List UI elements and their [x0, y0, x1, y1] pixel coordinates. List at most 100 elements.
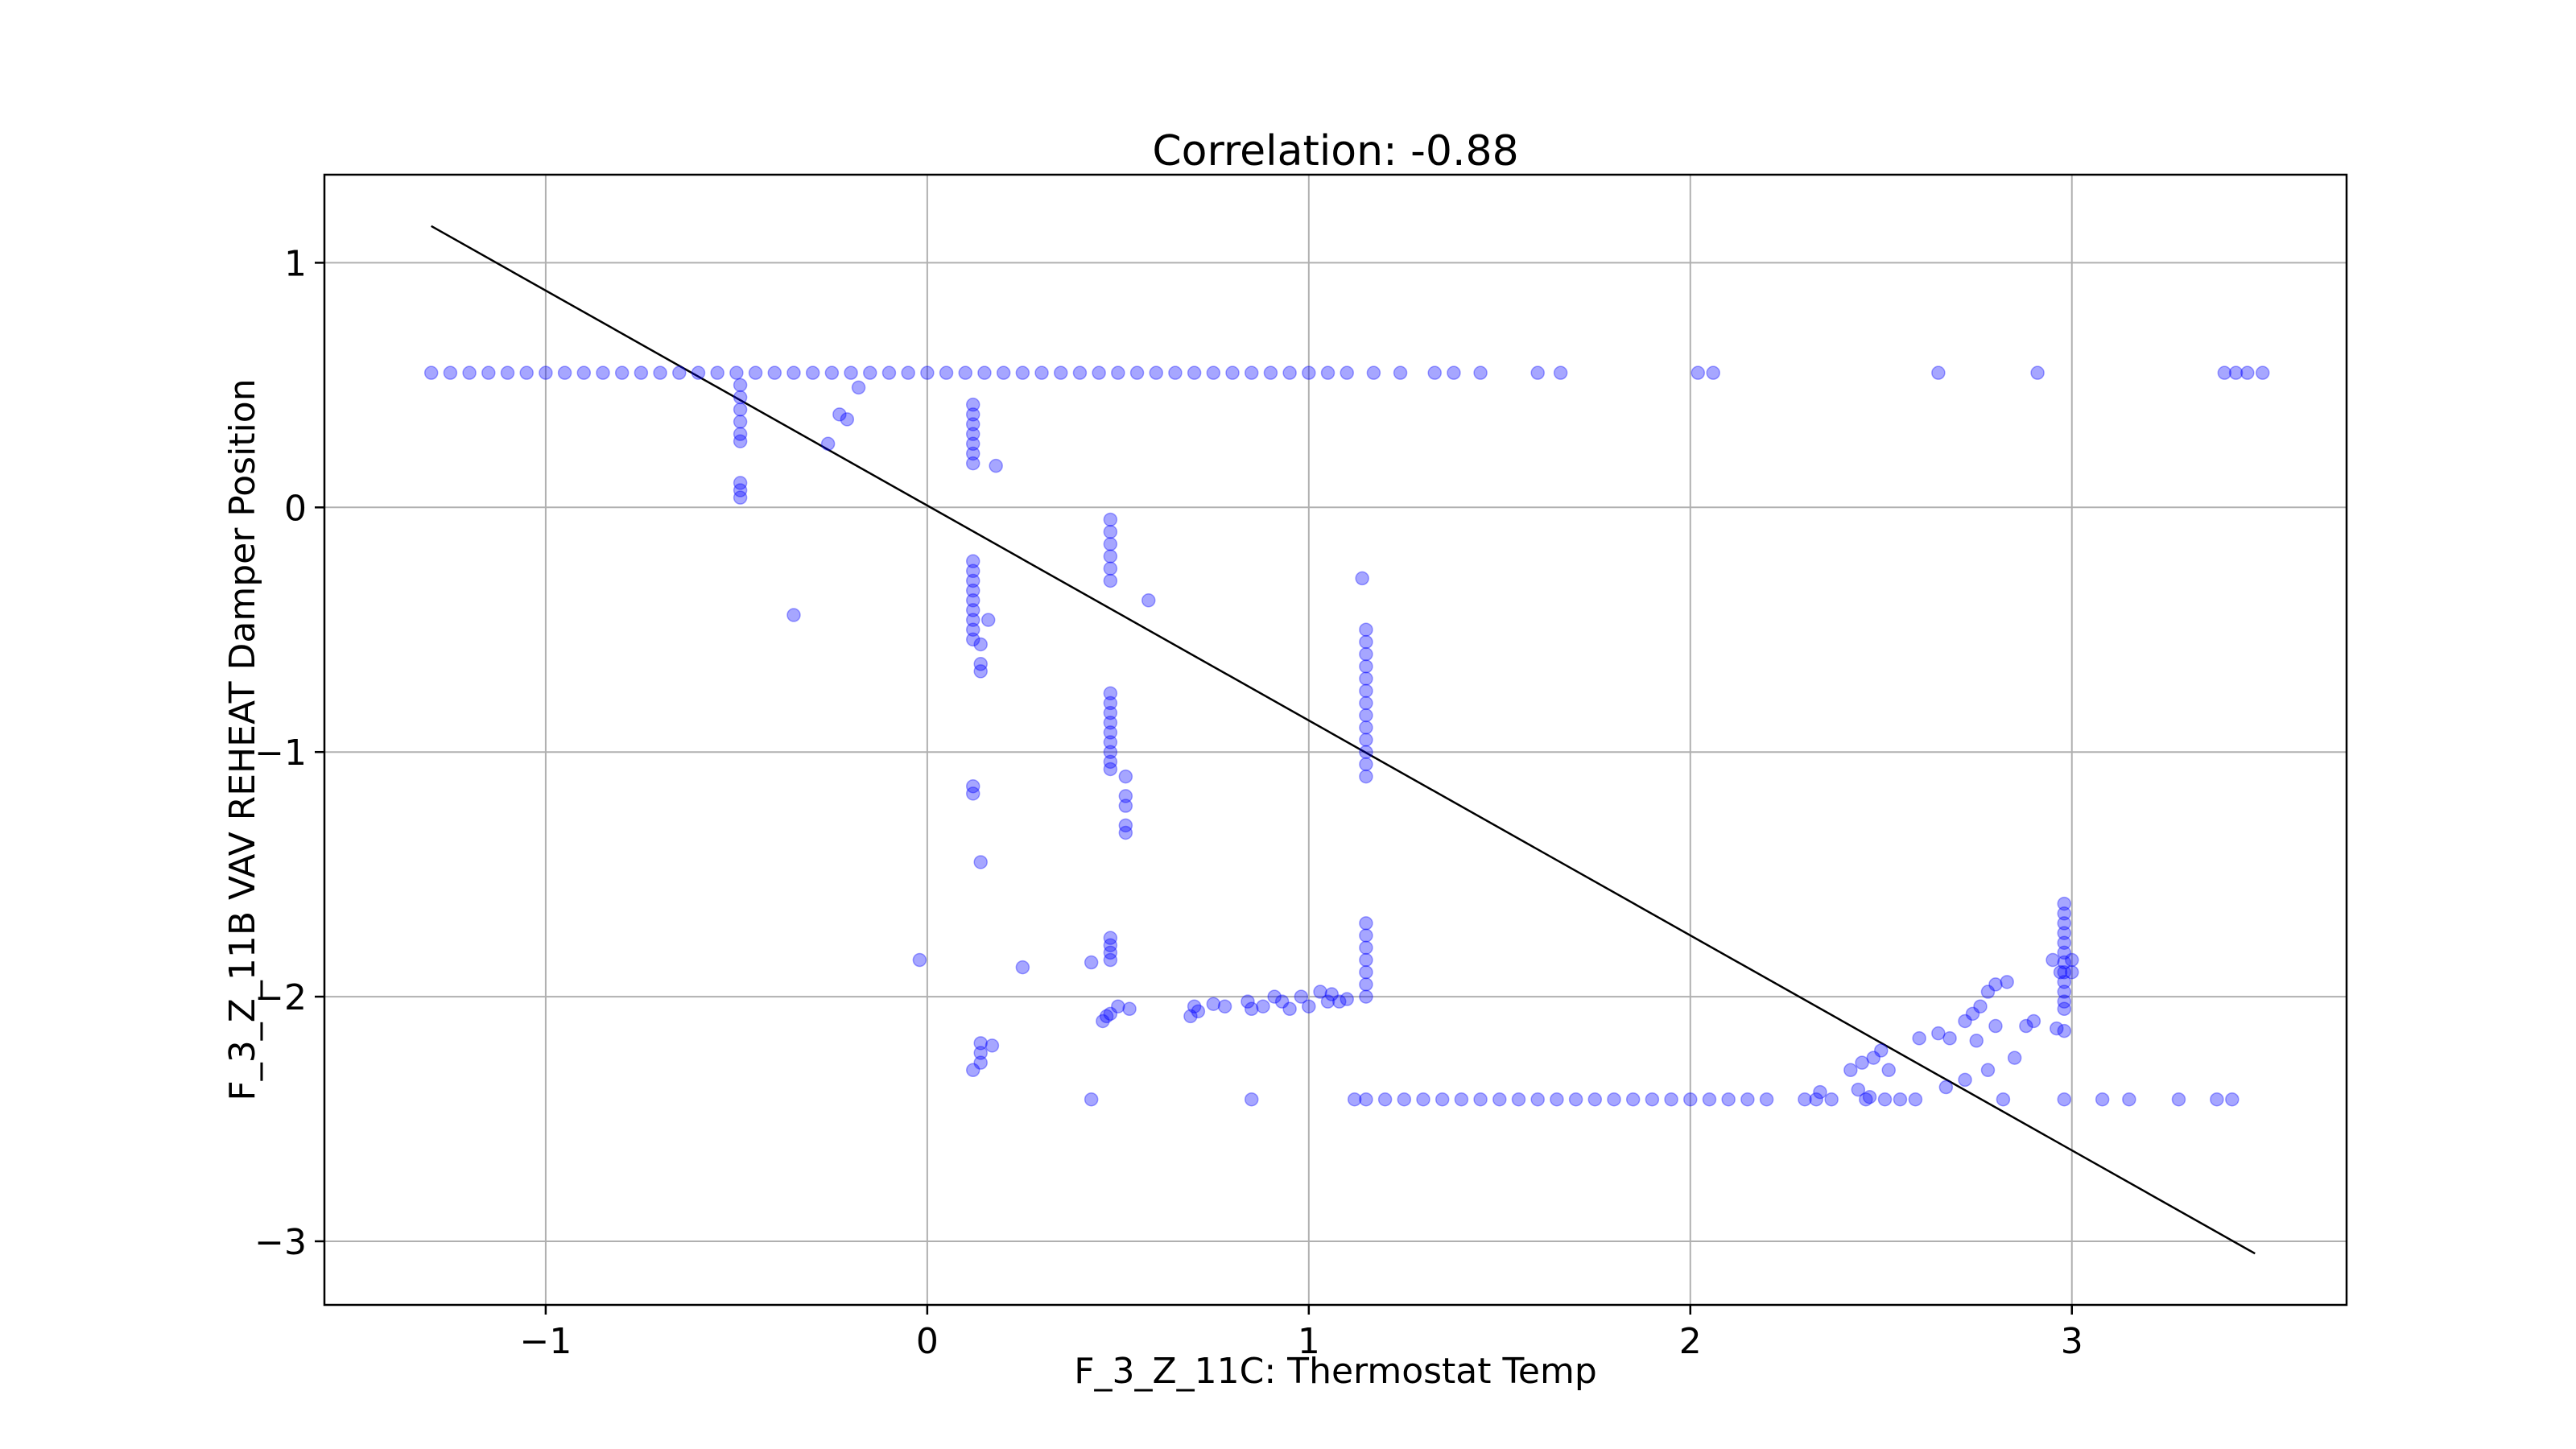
data-point — [634, 365, 649, 380]
data-point — [462, 365, 477, 380]
data-point — [1359, 977, 1373, 992]
data-point — [1359, 940, 1373, 956]
data-point — [691, 365, 706, 380]
data-point — [1843, 1063, 1858, 1078]
data-point — [973, 1046, 988, 1060]
data-point — [881, 365, 897, 380]
data-point — [965, 397, 980, 412]
data-point — [805, 365, 820, 380]
data-point — [1359, 989, 1373, 1004]
data-point — [1302, 999, 1316, 1013]
data-point — [519, 365, 534, 380]
data-point — [1881, 1063, 1896, 1078]
data-point — [2057, 945, 2072, 960]
data-point — [1103, 705, 1118, 720]
data-point — [2007, 1051, 2022, 1065]
data-point — [973, 855, 988, 869]
data-point — [1331, 994, 1347, 1009]
data-point — [965, 407, 980, 422]
data-point — [729, 365, 744, 380]
data-point — [2095, 1092, 2110, 1107]
data-point — [710, 365, 724, 380]
regression-line — [431, 225, 2256, 1255]
data-point — [1530, 1092, 1545, 1107]
data-point — [1103, 952, 1118, 968]
data-point — [1359, 659, 1373, 674]
data-point — [965, 593, 980, 608]
data-point — [1938, 1080, 1954, 1095]
data-point — [1141, 593, 1156, 608]
data-point — [1118, 825, 1133, 840]
grid-lines — [324, 175, 2347, 1305]
data-point — [1244, 365, 1259, 380]
data-point — [1340, 992, 1354, 1006]
data-point — [1072, 365, 1088, 380]
data-point — [1893, 1092, 1908, 1107]
data-point — [1103, 524, 1118, 539]
data-point — [1511, 1092, 1526, 1107]
data-point — [1740, 1092, 1755, 1107]
data-point — [1664, 1092, 1678, 1107]
data-point — [1721, 1092, 1736, 1107]
data-point — [2057, 994, 2072, 1009]
data-point — [1206, 997, 1221, 1011]
data-point — [2225, 1092, 2240, 1107]
data-point — [2053, 964, 2068, 980]
data-point — [1103, 938, 1118, 953]
data-point — [767, 365, 782, 380]
data-point — [1942, 1031, 1957, 1046]
data-point — [989, 458, 1003, 473]
data-point — [1397, 1092, 1412, 1107]
x-tick-label: 1 — [1298, 1321, 1320, 1362]
data-point — [500, 365, 515, 380]
data-point — [1103, 1006, 1118, 1022]
data-point — [733, 402, 748, 417]
data-point — [1454, 1092, 1469, 1107]
data-point — [965, 436, 980, 452]
data-point — [653, 365, 667, 380]
data-point — [733, 390, 748, 405]
data-point — [1103, 754, 1118, 770]
data-point — [1111, 365, 1125, 380]
data-point — [1931, 365, 1946, 380]
data-point — [840, 412, 855, 427]
data-point — [423, 365, 439, 380]
data-point — [1103, 735, 1118, 749]
data-point — [1958, 1072, 1972, 1088]
data-point — [965, 603, 980, 617]
data-point — [824, 365, 840, 380]
chart-title: Correlation: -0.88 — [1152, 127, 1518, 175]
data-point — [973, 637, 988, 652]
data-point — [1267, 989, 1282, 1004]
data-point — [733, 483, 748, 497]
data-point — [1015, 960, 1030, 975]
data-point — [1359, 745, 1373, 759]
data-point — [1625, 1092, 1641, 1107]
data-point — [1706, 365, 1720, 380]
data-point — [996, 365, 1011, 380]
data-point — [1347, 1092, 1362, 1107]
data-point — [1355, 571, 1369, 586]
data-point — [733, 415, 748, 429]
data-point — [1359, 964, 1373, 980]
data-point — [1359, 952, 1373, 968]
data-point — [1877, 1092, 1893, 1107]
data-point — [1359, 720, 1373, 735]
data-point — [1359, 928, 1373, 943]
data-point — [786, 608, 801, 622]
data-point — [748, 365, 763, 380]
data-point — [965, 632, 980, 647]
x-tick-label: −1 — [519, 1321, 572, 1362]
data-point — [1965, 1006, 1980, 1022]
fit-line-layer — [431, 225, 2256, 1255]
data-point — [1568, 1092, 1583, 1107]
data-point — [481, 365, 496, 380]
data-point — [443, 365, 458, 380]
data-point — [973, 657, 988, 671]
data-point — [2046, 952, 2060, 968]
data-point — [733, 476, 748, 490]
data-point — [1118, 818, 1133, 833]
data-point — [1099, 1009, 1114, 1024]
data-point — [1824, 1092, 1839, 1107]
data-point — [965, 613, 980, 627]
